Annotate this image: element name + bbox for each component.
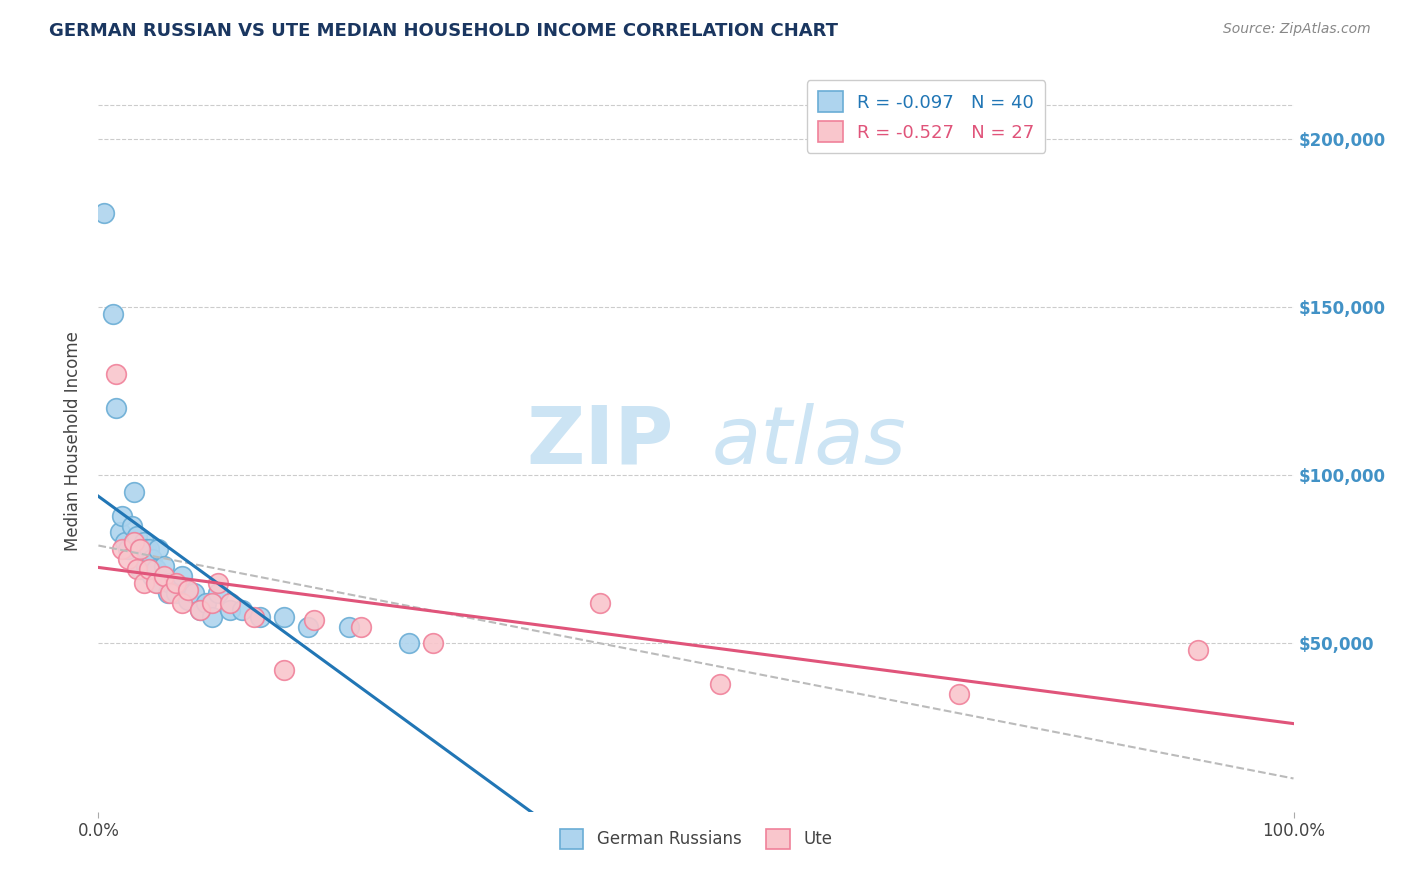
Point	[117, 552, 139, 566]
Point	[231, 603, 253, 617]
Point	[93, 205, 115, 219]
Point	[108, 525, 131, 540]
Point	[350, 619, 373, 633]
Point	[125, 562, 148, 576]
Point	[207, 586, 229, 600]
Point	[114, 535, 136, 549]
Point	[153, 559, 176, 574]
Y-axis label: Median Household Income: Median Household Income	[65, 332, 83, 551]
Point	[125, 529, 148, 543]
Point	[273, 664, 295, 678]
Point	[135, 559, 157, 574]
Point	[105, 368, 128, 382]
Point	[589, 596, 612, 610]
Legend: German Russians, Ute: German Russians, Ute	[554, 822, 838, 855]
Point	[145, 562, 167, 576]
Text: atlas: atlas	[711, 402, 907, 481]
Point	[177, 592, 200, 607]
Point	[121, 518, 143, 533]
Point	[709, 677, 731, 691]
Point	[141, 569, 163, 583]
Point	[138, 542, 160, 557]
Point	[159, 586, 181, 600]
Point	[141, 552, 163, 566]
Point	[188, 603, 211, 617]
Point	[159, 575, 181, 590]
Point	[398, 636, 420, 650]
Point	[243, 609, 266, 624]
Point	[156, 586, 179, 600]
Point	[145, 575, 167, 590]
Point	[124, 535, 146, 549]
Point	[165, 586, 187, 600]
Point	[111, 508, 134, 523]
Point	[165, 575, 187, 590]
Point	[111, 542, 134, 557]
Point	[138, 562, 160, 576]
Point	[132, 575, 155, 590]
Text: GERMAN RUSSIAN VS UTE MEDIAN HOUSEHOLD INCOME CORRELATION CHART: GERMAN RUSSIAN VS UTE MEDIAN HOUSEHOLD I…	[49, 22, 838, 40]
Point	[177, 582, 200, 597]
Point	[188, 603, 211, 617]
Point	[339, 619, 361, 633]
Point	[183, 586, 205, 600]
Text: ZIP: ZIP	[527, 402, 673, 481]
Point	[195, 596, 218, 610]
Point	[117, 542, 139, 557]
Point	[135, 542, 157, 557]
Point	[207, 575, 229, 590]
Point	[129, 542, 152, 557]
Point	[422, 636, 444, 650]
Point	[148, 542, 170, 557]
Point	[219, 596, 242, 610]
Point	[201, 609, 224, 624]
Point	[219, 603, 242, 617]
Point	[201, 596, 224, 610]
Point	[129, 542, 152, 557]
Point	[132, 535, 155, 549]
Point	[249, 609, 271, 624]
Point	[273, 609, 295, 624]
Point	[1187, 643, 1209, 657]
Point	[153, 569, 176, 583]
Point	[948, 687, 970, 701]
Point	[302, 613, 325, 627]
Text: Source: ZipAtlas.com: Source: ZipAtlas.com	[1223, 22, 1371, 37]
Point	[105, 401, 128, 415]
Point	[124, 535, 146, 549]
Point	[297, 619, 319, 633]
Point	[172, 596, 194, 610]
Point	[129, 562, 152, 576]
Point	[101, 307, 124, 321]
Point	[124, 485, 146, 500]
Point	[148, 575, 170, 590]
Point	[172, 569, 194, 583]
